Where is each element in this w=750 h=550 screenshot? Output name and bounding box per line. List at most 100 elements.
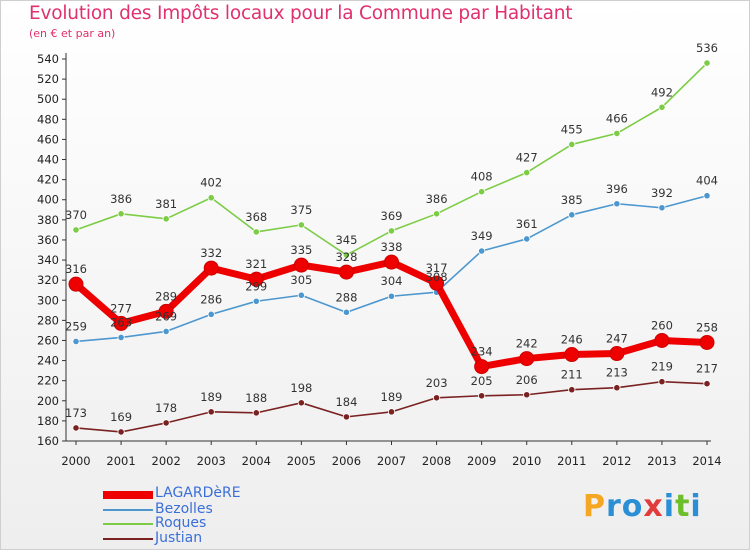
x-tick-label: 2002 — [152, 454, 181, 468]
logo-letter: r — [606, 489, 622, 524]
logo-letter: P — [583, 489, 606, 524]
data-label-lagardre: 332 — [200, 246, 222, 260]
data-point-roques — [207, 194, 215, 202]
y-tick-label: 460 — [37, 132, 59, 146]
logo-letter: i — [690, 489, 702, 524]
data-point-roques — [658, 103, 666, 111]
y-tick-label: 180 — [37, 414, 59, 428]
legend-label-bezolles: Bezolles — [155, 501, 213, 517]
data-label-roques: 368 — [245, 210, 267, 224]
legend-label-lagardere: LAGARDèRE — [155, 485, 241, 501]
x-tick-label: 2003 — [197, 454, 226, 468]
y-tick-label: 380 — [37, 213, 59, 227]
data-point-bezolles — [523, 235, 531, 243]
data-point-lagardre — [113, 315, 129, 331]
data-point-bezolles — [162, 327, 170, 336]
data-point-justian — [117, 428, 125, 436]
data-label-lagardre: 260 — [651, 318, 673, 332]
data-point-bezolles — [568, 211, 576, 219]
legend-swatch-bezolles — [103, 509, 153, 511]
data-point-roques — [252, 228, 260, 236]
data-point-bezolles — [703, 192, 711, 200]
data-point-bezolles — [297, 291, 305, 299]
data-label-lagardre: 289 — [155, 289, 177, 303]
y-tick-label: 540 — [37, 52, 59, 66]
data-label-justian: 213 — [606, 366, 628, 380]
data-label-lagardre: 335 — [290, 243, 312, 257]
data-label-bezolles: 305 — [290, 273, 312, 287]
logo-letter: i — [663, 489, 676, 524]
data-label-justian: 184 — [335, 395, 357, 409]
data-point-lagardre — [384, 254, 399, 270]
legend-label-roques: Roques — [155, 515, 207, 531]
data-label-bezolles: 385 — [561, 193, 583, 207]
data-label-bezolles: 286 — [200, 292, 222, 306]
data-label-lagardre: 258 — [696, 320, 718, 334]
data-point-justian — [703, 380, 711, 388]
y-tick-label: 400 — [37, 193, 59, 207]
data-label-justian: 189 — [200, 390, 222, 404]
data-label-roques: 402 — [200, 176, 222, 190]
data-label-lagardre: 328 — [335, 250, 357, 264]
data-label-roques: 536 — [696, 41, 718, 55]
data-label-justian: 203 — [426, 376, 448, 390]
y-tick-label: 220 — [37, 374, 59, 388]
data-label-justian: 169 — [110, 410, 132, 424]
data-label-roques: 408 — [471, 170, 493, 184]
legend-swatch-lagardere — [103, 491, 153, 499]
data-label-lagardre: 247 — [606, 332, 628, 346]
data-point-lagardre — [338, 264, 354, 280]
y-tick-label: 500 — [37, 92, 59, 106]
data-label-roques: 466 — [606, 111, 628, 125]
y-tick-label: 340 — [37, 253, 59, 267]
y-tick-label: 160 — [37, 434, 59, 448]
x-tick-label: 2010 — [512, 454, 541, 468]
data-label-roques: 386 — [110, 192, 132, 206]
chart-subtitle: (en € et par an) — [29, 27, 116, 40]
data-point-lagardre — [654, 332, 670, 348]
data-label-justian: 198 — [290, 381, 312, 395]
data-point-bezolles — [613, 200, 621, 208]
data-point-lagardre — [519, 351, 535, 367]
data-point-justian — [72, 424, 80, 432]
series-line-roques — [75, 62, 708, 256]
x-tick-label: 2004 — [242, 454, 271, 468]
data-point-bezolles — [658, 204, 666, 212]
y-tick-label: 320 — [37, 273, 59, 287]
x-tick-label: 2012 — [602, 454, 631, 468]
data-label-lagardre: 316 — [65, 262, 87, 276]
data-label-justian: 219 — [651, 360, 673, 374]
data-point-roques — [117, 210, 125, 218]
legend-label-justian: Justian — [155, 530, 203, 546]
data-label-justian: 173 — [65, 406, 87, 420]
x-tick-label: 2011 — [557, 454, 586, 468]
data-point-roques — [387, 227, 396, 235]
data-point-lagardre — [429, 275, 445, 291]
data-label-roques: 375 — [290, 203, 312, 217]
data-point-roques — [478, 188, 486, 196]
data-label-justian: 206 — [516, 373, 538, 387]
data-point-lagardre — [293, 257, 309, 273]
x-tick-label: 2000 — [61, 454, 90, 468]
data-point-lagardre — [564, 347, 580, 363]
data-label-bezolles: 304 — [381, 274, 403, 288]
data-label-lagardre: 246 — [561, 333, 583, 347]
y-tick-label: 280 — [37, 313, 59, 327]
y-tick-label: 420 — [37, 173, 59, 187]
data-point-lagardre — [158, 303, 174, 319]
data-point-lagardre — [248, 271, 264, 287]
x-tick-label: 2008 — [422, 454, 451, 468]
data-label-roques: 381 — [155, 197, 177, 211]
proxiti-logo: Proxiti — [583, 489, 702, 524]
data-point-justian — [252, 409, 260, 417]
data-label-justian: 178 — [155, 401, 177, 415]
data-label-bezolles: 269 — [155, 309, 177, 323]
y-tick-label: 480 — [37, 112, 59, 126]
data-label-lagardre: 321 — [245, 257, 267, 271]
data-label-justian: 188 — [245, 391, 267, 405]
data-label-bezolles: 404 — [696, 174, 718, 188]
data-label-lagardre: 242 — [516, 337, 538, 351]
data-label-lagardre: 338 — [381, 240, 403, 254]
